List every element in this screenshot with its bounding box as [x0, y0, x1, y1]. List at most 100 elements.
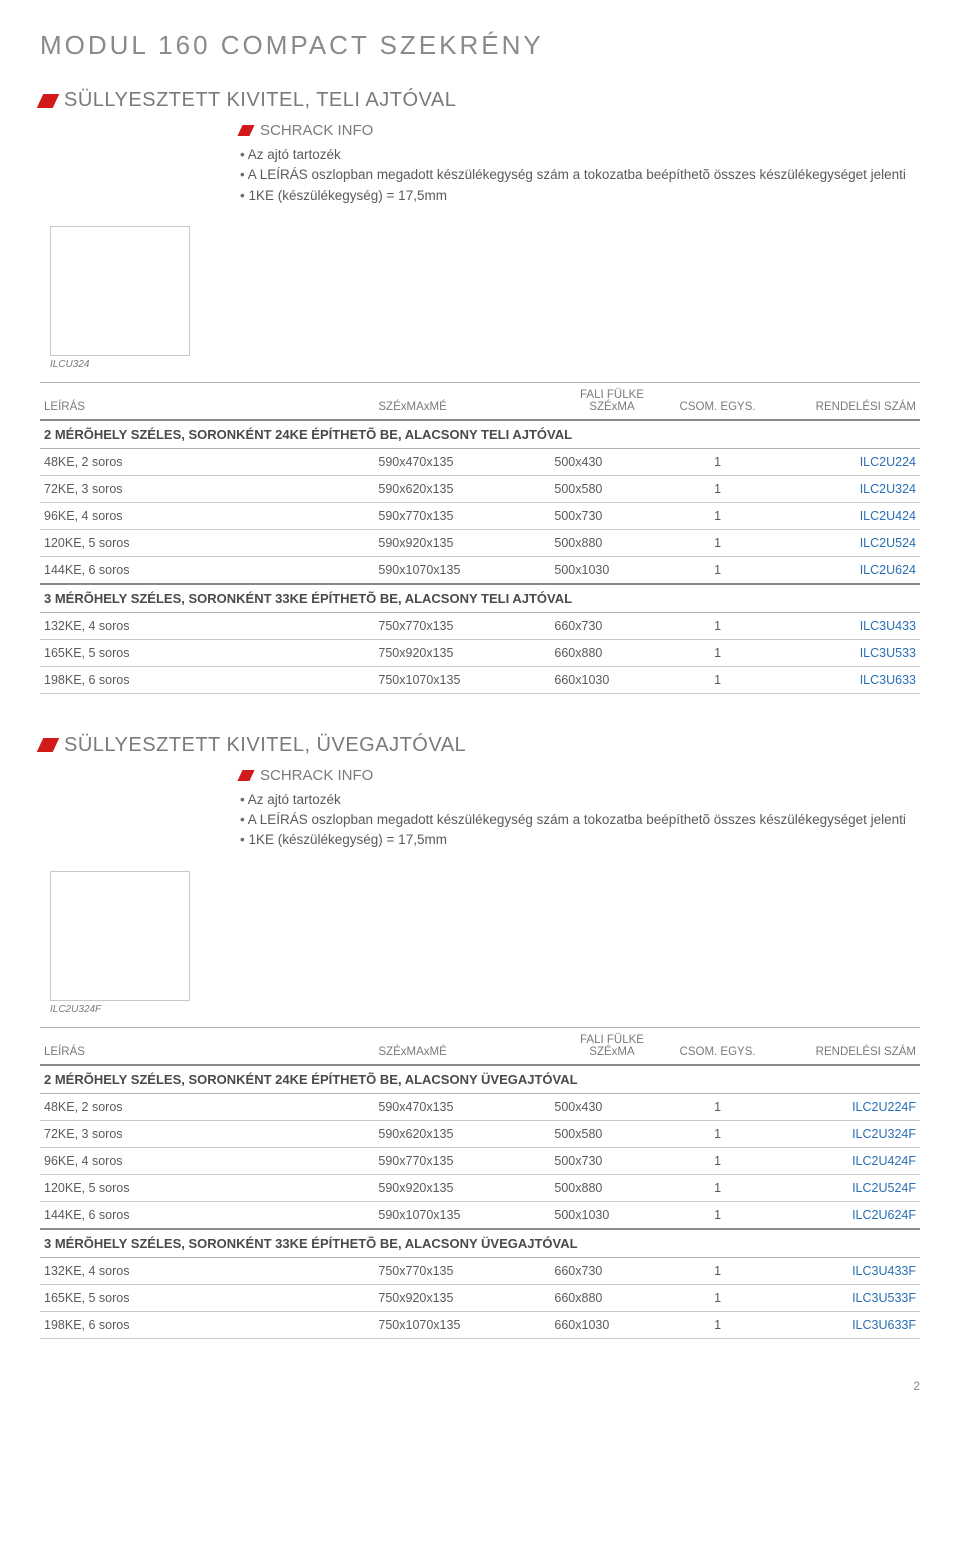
cell-pack: 1: [674, 556, 762, 584]
image-caption: ILC2U324F: [50, 1004, 920, 1015]
cell-pack: 1: [674, 1284, 762, 1311]
accent-icon: [37, 94, 60, 108]
cell-niche: 660x1030: [550, 666, 673, 693]
cell-pack: 1: [674, 1120, 762, 1147]
cell-pack: 1: [674, 475, 762, 502]
cell-order-number[interactable]: ILC2U524: [762, 529, 920, 556]
table-row: 132KE, 4 soros750x770x135660x7301ILC3U43…: [40, 1257, 920, 1284]
group-header-row: 3 MÉRÕHELY SZÉLES, SORONKÉNT 33KE ÉPÍTHE…: [40, 1229, 920, 1258]
group-header: 3 MÉRÕHELY SZÉLES, SORONKÉNT 33KE ÉPÍTHE…: [40, 584, 920, 613]
cell-desc: 48KE, 2 soros: [40, 1093, 374, 1120]
table-row: 72KE, 3 soros590x620x135500x5801ILC2U324: [40, 475, 920, 502]
cell-order-number[interactable]: ILC2U224: [762, 448, 920, 475]
info-bullets: Az ajtó tartozékA LEÍRÁS oszlopban megad…: [240, 790, 920, 851]
info-label: SCHRACK INFO: [260, 767, 373, 784]
col-header: RENDELÉSI SZÁM: [762, 382, 920, 420]
group-header: 2 MÉRÕHELY SZÉLES, SORONKÉNT 24KE ÉPÍTHE…: [40, 1065, 920, 1094]
cell-pack: 1: [674, 639, 762, 666]
cell-order-number[interactable]: ILC2U524F: [762, 1174, 920, 1201]
info-bullets: Az ajtó tartozékA LEÍRÁS oszlopban megad…: [240, 145, 920, 206]
cell-order-number[interactable]: ILC3U533: [762, 639, 920, 666]
table-row: 198KE, 6 soros750x1070x135660x10301ILC3U…: [40, 666, 920, 693]
image-caption: ILCU324: [50, 359, 920, 370]
page-number: 2: [40, 1379, 920, 1393]
cell-desc: 132KE, 4 soros: [40, 1257, 374, 1284]
cell-niche: 500x580: [550, 1120, 673, 1147]
catalog-section: SÜLLYESZTETT KIVITEL, ÜVEGAJTÓVALSCHRACK…: [40, 734, 920, 1339]
cell-order-number[interactable]: ILC3U633F: [762, 1311, 920, 1338]
table-row: 198KE, 6 soros750x1070x135660x10301ILC3U…: [40, 1311, 920, 1338]
cell-dim: 590x770x135: [374, 502, 550, 529]
cell-niche: 500x880: [550, 529, 673, 556]
cell-pack: 1: [674, 666, 762, 693]
cell-dim: 750x770x135: [374, 1257, 550, 1284]
cell-niche: 660x730: [550, 1257, 673, 1284]
cell-dim: 590x470x135: [374, 448, 550, 475]
accent-icon: [37, 738, 60, 752]
info-label: SCHRACK INFO: [260, 122, 373, 139]
spec-table: LEÍRÁSSZÉxMAxMÉFALI FÜLKESZÉxMACSOM. EGY…: [40, 1027, 920, 1339]
table-row: 48KE, 2 soros590x470x135500x4301ILC2U224: [40, 448, 920, 475]
info-bullet: Az ajtó tartozék: [240, 790, 920, 810]
cell-dim: 590x1070x135: [374, 1201, 550, 1229]
cell-desc: 72KE, 3 soros: [40, 475, 374, 502]
cell-order-number[interactable]: ILC2U424: [762, 502, 920, 529]
cell-niche: 660x880: [550, 639, 673, 666]
cell-order-number[interactable]: ILC3U433F: [762, 1257, 920, 1284]
cell-dim: 750x920x135: [374, 1284, 550, 1311]
cell-dim: 590x470x135: [374, 1093, 550, 1120]
schrack-info-block: SCHRACK INFO Az ajtó tartozékA LEÍRÁS osz…: [240, 767, 920, 851]
table-row: 48KE, 2 soros590x470x135500x4301ILC2U224…: [40, 1093, 920, 1120]
schrack-info-block: SCHRACK INFO Az ajtó tartozékA LEÍRÁS osz…: [240, 122, 920, 206]
cell-desc: 132KE, 4 soros: [40, 612, 374, 639]
cell-order-number[interactable]: ILC3U433: [762, 612, 920, 639]
col-header: SZÉxMAxMÉ: [374, 1027, 550, 1065]
col-header: FALI FÜLKESZÉxMA: [550, 1027, 673, 1065]
table-row: 120KE, 5 soros590x920x135500x8801ILC2U52…: [40, 1174, 920, 1201]
cell-dim: 590x920x135: [374, 529, 550, 556]
info-bullet: Az ajtó tartozék: [240, 145, 920, 165]
cell-order-number[interactable]: ILC2U324: [762, 475, 920, 502]
cell-niche: 500x580: [550, 475, 673, 502]
info-bullet: 1KE (készülékegység) = 17,5mm: [240, 830, 920, 850]
cell-order-number[interactable]: ILC3U533F: [762, 1284, 920, 1311]
table-row: 96KE, 4 soros590x770x135500x7301ILC2U424: [40, 502, 920, 529]
spec-table: LEÍRÁSSZÉxMAxMÉFALI FÜLKESZÉxMACSOM. EGY…: [40, 382, 920, 694]
cell-order-number[interactable]: ILC2U624F: [762, 1201, 920, 1229]
cell-pack: 1: [674, 1147, 762, 1174]
cell-niche: 500x730: [550, 502, 673, 529]
cell-desc: 165KE, 5 soros: [40, 639, 374, 666]
info-bullet: A LEÍRÁS oszlopban megadott készülékegys…: [240, 810, 920, 830]
group-header-row: 2 MÉRÕHELY SZÉLES, SORONKÉNT 24KE ÉPÍTHE…: [40, 420, 920, 449]
cell-order-number[interactable]: ILC3U633: [762, 666, 920, 693]
table-row: 120KE, 5 soros590x920x135500x8801ILC2U52…: [40, 529, 920, 556]
cell-pack: 1: [674, 1093, 762, 1120]
section-title: SÜLLYESZTETT KIVITEL, TELI AJTÓVAL: [64, 89, 456, 112]
info-bullet: 1KE (készülékegység) = 17,5mm: [240, 186, 920, 206]
product-image-placeholder: [50, 871, 190, 1001]
cell-order-number[interactable]: ILC2U624: [762, 556, 920, 584]
cell-desc: 198KE, 6 soros: [40, 1311, 374, 1338]
table-row: 72KE, 3 soros590x620x135500x5801ILC2U324…: [40, 1120, 920, 1147]
cell-desc: 96KE, 4 soros: [40, 1147, 374, 1174]
col-header: LEÍRÁS: [40, 382, 374, 420]
cell-order-number[interactable]: ILC2U224F: [762, 1093, 920, 1120]
group-header-row: 2 MÉRÕHELY SZÉLES, SORONKÉNT 24KE ÉPÍTHE…: [40, 1065, 920, 1094]
group-header: 2 MÉRÕHELY SZÉLES, SORONKÉNT 24KE ÉPÍTHE…: [40, 420, 920, 449]
col-header: FALI FÜLKESZÉxMA: [550, 382, 673, 420]
cell-pack: 1: [674, 612, 762, 639]
cell-pack: 1: [674, 1311, 762, 1338]
cell-niche: 660x730: [550, 612, 673, 639]
cell-dim: 590x620x135: [374, 475, 550, 502]
cell-desc: 198KE, 6 soros: [40, 666, 374, 693]
cell-order-number[interactable]: ILC2U424F: [762, 1147, 920, 1174]
table-row: 144KE, 6 soros590x1070x135500x10301ILC2U…: [40, 556, 920, 584]
cell-desc: 165KE, 5 soros: [40, 1284, 374, 1311]
cell-dim: 750x920x135: [374, 639, 550, 666]
cell-dim: 590x770x135: [374, 1147, 550, 1174]
cell-order-number[interactable]: ILC2U324F: [762, 1120, 920, 1147]
cell-niche: 500x1030: [550, 556, 673, 584]
cell-dim: 750x1070x135: [374, 666, 550, 693]
col-header: LEÍRÁS: [40, 1027, 374, 1065]
cell-dim: 590x620x135: [374, 1120, 550, 1147]
